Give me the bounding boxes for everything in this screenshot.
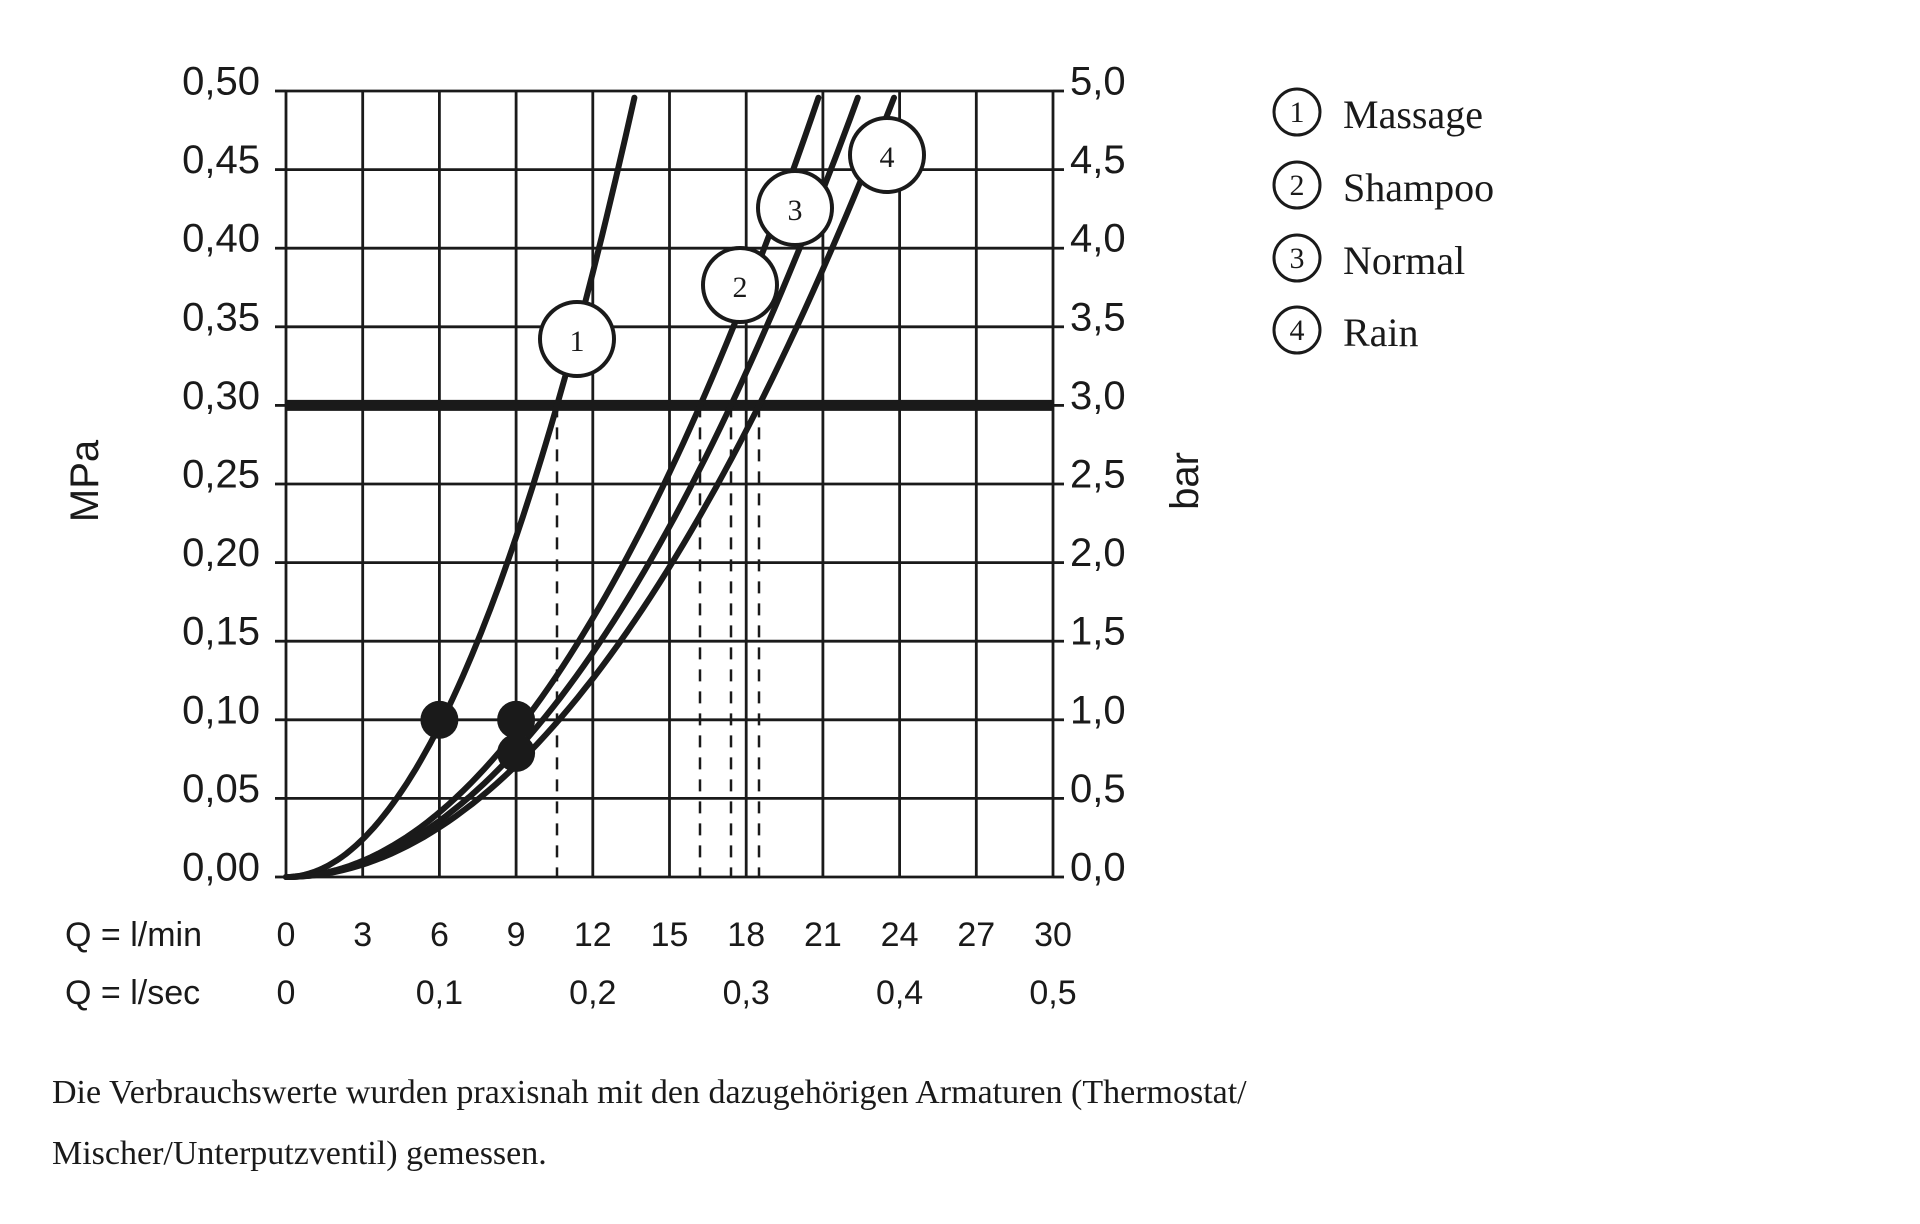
svg-text:0,00: 0,00: [182, 846, 260, 890]
svg-text:0,3: 0,3: [723, 974, 770, 1012]
svg-text:0,2: 0,2: [569, 974, 616, 1012]
svg-text:0,5: 0,5: [1029, 974, 1076, 1012]
svg-text:3: 3: [353, 916, 372, 954]
svg-text:3,5: 3,5: [1070, 295, 1126, 339]
svg-text:0,4: 0,4: [876, 974, 923, 1012]
svg-text:4: 4: [880, 141, 895, 174]
svg-text:15: 15: [651, 916, 689, 954]
svg-text:0,35: 0,35: [182, 295, 260, 339]
svg-text:4: 4: [1290, 314, 1305, 347]
svg-text:3: 3: [788, 194, 803, 227]
svg-text:3: 3: [1290, 242, 1305, 275]
svg-text:2,0: 2,0: [1070, 531, 1126, 575]
svg-text:4,0: 4,0: [1070, 217, 1126, 261]
svg-text:9: 9: [507, 916, 526, 954]
svg-text:0,50: 0,50: [182, 60, 260, 104]
svg-text:2: 2: [1290, 169, 1305, 202]
svg-text:2,5: 2,5: [1070, 453, 1126, 497]
svg-text:Q = l/min: Q = l/min: [65, 916, 202, 954]
svg-text:0,45: 0,45: [182, 138, 260, 182]
svg-text:0,1: 0,1: [416, 974, 463, 1012]
svg-text:2: 2: [733, 271, 748, 304]
svg-text:Shampoo: Shampoo: [1343, 165, 1494, 210]
svg-text:0,0: 0,0: [1070, 846, 1126, 890]
svg-text:Massage: Massage: [1343, 92, 1483, 137]
svg-text:27: 27: [957, 916, 995, 954]
svg-text:1: 1: [570, 325, 585, 358]
svg-text:Die Verbrauchswerte wurden pra: Die Verbrauchswerte wurden praxisnah mit…: [52, 1074, 1247, 1111]
svg-text:0,10: 0,10: [182, 688, 260, 732]
svg-text:5,0: 5,0: [1070, 60, 1126, 104]
svg-text:Rain: Rain: [1343, 310, 1419, 355]
svg-text:1,5: 1,5: [1070, 610, 1126, 654]
svg-text:3,0: 3,0: [1070, 374, 1126, 418]
svg-text:1: 1: [1290, 96, 1305, 129]
svg-text:30: 30: [1034, 916, 1072, 954]
svg-text:0,40: 0,40: [182, 217, 260, 261]
svg-text:Mischer/Unterputzventil) gemes: Mischer/Unterputzventil) gemessen.: [52, 1135, 547, 1172]
svg-text:0,05: 0,05: [182, 767, 260, 811]
svg-text:6: 6: [430, 916, 449, 954]
svg-text:21: 21: [804, 916, 842, 954]
svg-text:0,20: 0,20: [182, 531, 260, 575]
svg-text:0,5: 0,5: [1070, 767, 1126, 811]
svg-text:1,0: 1,0: [1070, 688, 1126, 732]
svg-text:Normal: Normal: [1343, 238, 1465, 283]
svg-text:0: 0: [277, 974, 296, 1012]
svg-text:4,5: 4,5: [1070, 138, 1126, 182]
svg-text:0,15: 0,15: [182, 610, 260, 654]
svg-text:18: 18: [727, 916, 765, 954]
svg-text:0: 0: [277, 916, 296, 954]
svg-text:Q = l/sec: Q = l/sec: [65, 974, 200, 1012]
svg-text:24: 24: [881, 916, 919, 954]
svg-text:12: 12: [574, 916, 612, 954]
svg-text:0,30: 0,30: [182, 374, 260, 418]
svg-text:MPa: MPa: [63, 439, 107, 522]
svg-text:bar: bar: [1163, 452, 1207, 510]
svg-text:0,25: 0,25: [182, 453, 260, 497]
